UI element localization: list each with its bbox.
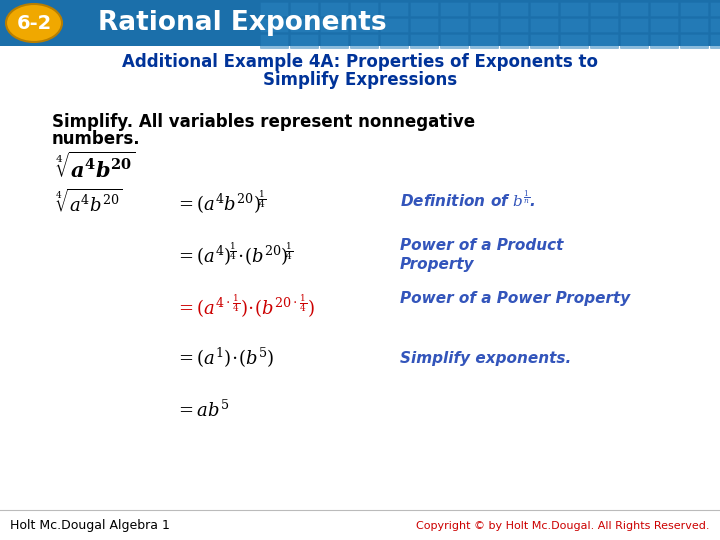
Text: Power of a Product: Power of a Product — [400, 239, 563, 253]
FancyBboxPatch shape — [410, 18, 438, 32]
FancyBboxPatch shape — [590, 18, 618, 32]
Text: Holt Mc.Dougal Algebra 1: Holt Mc.Dougal Algebra 1 — [10, 519, 170, 532]
Text: $=\left(a^{4}\right)^{\!\frac{1}{4}}\!\cdot\!\left(b^{20}\right)^{\!\frac{1}{4}}: $=\left(a^{4}\right)^{\!\frac{1}{4}}\!\c… — [175, 240, 294, 267]
Text: Definition of $b^{\frac{1}{n}}$.: Definition of $b^{\frac{1}{n}}$. — [400, 190, 536, 211]
FancyBboxPatch shape — [350, 18, 378, 32]
Text: numbers.: numbers. — [52, 130, 140, 148]
FancyBboxPatch shape — [530, 2, 558, 16]
Text: Property: Property — [400, 256, 474, 272]
Text: $=\left(a^{4\cdot\frac{1}{4}}\right)\!\cdot\!\left(b^{20\cdot\frac{1}{4}}\right): $=\left(a^{4\cdot\frac{1}{4}}\right)\!\c… — [175, 293, 315, 320]
FancyBboxPatch shape — [440, 2, 468, 16]
FancyBboxPatch shape — [380, 34, 408, 48]
Text: Additional Example 4A: Properties of Exponents to: Additional Example 4A: Properties of Exp… — [122, 53, 598, 71]
Text: $=ab^5$: $=ab^5$ — [175, 400, 230, 421]
FancyBboxPatch shape — [620, 34, 648, 48]
Text: Copyright © by Holt Mc.Dougal. All Rights Reserved.: Copyright © by Holt Mc.Dougal. All Right… — [416, 521, 710, 531]
FancyBboxPatch shape — [0, 0, 720, 46]
FancyBboxPatch shape — [350, 2, 378, 16]
FancyBboxPatch shape — [680, 18, 708, 32]
FancyBboxPatch shape — [350, 34, 378, 48]
Ellipse shape — [6, 4, 62, 42]
FancyBboxPatch shape — [260, 34, 288, 48]
Text: Rational Exponents: Rational Exponents — [98, 10, 387, 37]
FancyBboxPatch shape — [500, 2, 528, 16]
FancyBboxPatch shape — [530, 34, 558, 48]
FancyBboxPatch shape — [710, 2, 720, 16]
FancyBboxPatch shape — [650, 2, 678, 16]
FancyBboxPatch shape — [710, 34, 720, 48]
FancyBboxPatch shape — [500, 34, 528, 48]
Text: $\sqrt[4]{a^4b^{20}}$: $\sqrt[4]{a^4b^{20}}$ — [55, 188, 123, 216]
FancyBboxPatch shape — [320, 34, 348, 48]
FancyBboxPatch shape — [320, 18, 348, 32]
FancyBboxPatch shape — [620, 18, 648, 32]
FancyBboxPatch shape — [290, 18, 318, 32]
Text: 6-2: 6-2 — [17, 14, 52, 33]
Text: $\sqrt[4]{\boldsymbol{a}^{\mathbf{4}}\boldsymbol{b}^{\mathbf{20}}}$: $\sqrt[4]{\boldsymbol{a}^{\mathbf{4}}\bo… — [55, 151, 135, 181]
FancyBboxPatch shape — [650, 18, 678, 32]
FancyBboxPatch shape — [260, 18, 288, 32]
FancyBboxPatch shape — [710, 18, 720, 32]
FancyBboxPatch shape — [320, 2, 348, 16]
FancyBboxPatch shape — [290, 2, 318, 16]
FancyBboxPatch shape — [470, 2, 498, 16]
FancyBboxPatch shape — [680, 34, 708, 48]
FancyBboxPatch shape — [440, 34, 468, 48]
FancyBboxPatch shape — [560, 34, 588, 48]
FancyBboxPatch shape — [620, 2, 648, 16]
FancyBboxPatch shape — [560, 2, 588, 16]
Text: Power of a Power Property: Power of a Power Property — [400, 291, 630, 306]
FancyBboxPatch shape — [410, 2, 438, 16]
FancyBboxPatch shape — [560, 18, 588, 32]
Text: Simplify exponents.: Simplify exponents. — [400, 350, 571, 366]
FancyBboxPatch shape — [470, 34, 498, 48]
Text: Simplify Expressions: Simplify Expressions — [263, 71, 457, 89]
FancyBboxPatch shape — [440, 18, 468, 32]
FancyBboxPatch shape — [650, 34, 678, 48]
FancyBboxPatch shape — [260, 2, 288, 16]
FancyBboxPatch shape — [680, 2, 708, 16]
Text: $=\left(a^{1}\right)\!\cdot\!\left(b^{5}\right)$: $=\left(a^{1}\right)\!\cdot\!\left(b^{5}… — [175, 346, 274, 370]
FancyBboxPatch shape — [500, 18, 528, 32]
FancyBboxPatch shape — [380, 2, 408, 16]
FancyBboxPatch shape — [380, 18, 408, 32]
FancyBboxPatch shape — [590, 2, 618, 16]
FancyBboxPatch shape — [590, 34, 618, 48]
Text: Simplify. All variables represent nonnegative: Simplify. All variables represent nonneg… — [52, 113, 475, 131]
FancyBboxPatch shape — [410, 34, 438, 48]
Text: $=\left(a^4b^{20}\right)^{\!\frac{1}{4}}$: $=\left(a^4b^{20}\right)^{\!\frac{1}{4}}… — [175, 188, 266, 215]
FancyBboxPatch shape — [470, 18, 498, 32]
FancyBboxPatch shape — [290, 34, 318, 48]
FancyBboxPatch shape — [530, 18, 558, 32]
